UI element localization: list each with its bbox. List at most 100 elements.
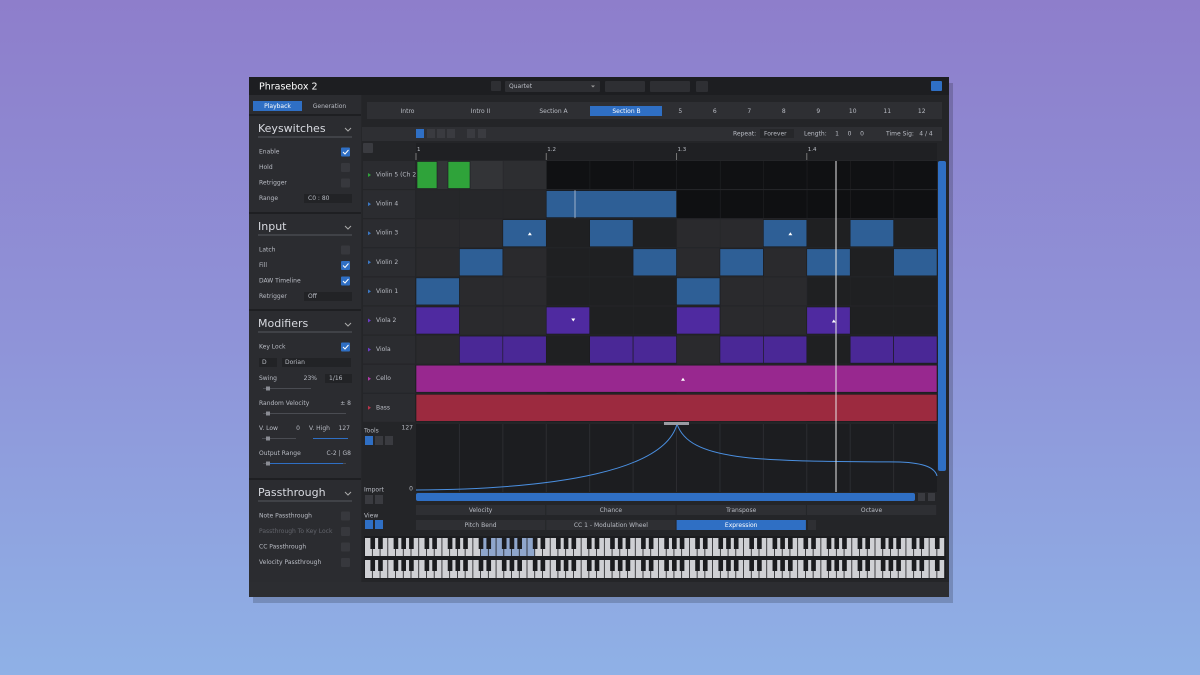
white-key[interactable] [589,560,597,578]
black-key[interactable] [834,560,840,571]
mode-tab[interactable] [253,101,302,111]
white-key[interactable] [767,538,775,556]
black-key[interactable] [532,538,538,549]
slider-thumb[interactable] [266,386,270,391]
white-key[interactable] [883,538,891,556]
checkbox[interactable] [341,261,350,270]
note[interactable] [545,306,590,335]
slider-thumb[interactable] [266,461,270,466]
white-key[interactable] [844,538,852,556]
note[interactable] [763,219,808,247]
white-key[interactable] [821,560,829,578]
black-key[interactable] [772,538,778,549]
black-key[interactable] [826,560,832,571]
white-key[interactable] [759,538,767,556]
white-key[interactable] [527,560,535,578]
white-key[interactable] [581,560,589,578]
white-key[interactable] [550,560,558,578]
black-key[interactable] [842,538,847,549]
track-arrow[interactable] [368,231,371,236]
black-key[interactable] [919,560,925,571]
black-key[interactable] [757,538,762,549]
black-key[interactable] [934,560,940,571]
white-key[interactable] [782,538,790,556]
white-key[interactable] [535,538,543,556]
note[interactable] [589,219,634,247]
note[interactable] [415,364,938,393]
white-key[interactable] [720,560,728,578]
white-key[interactable] [674,560,682,578]
black-key[interactable] [509,538,515,549]
note[interactable] [719,248,764,277]
white-key[interactable] [434,538,442,556]
black-key[interactable] [571,538,577,549]
note[interactable] [415,393,938,422]
white-key[interactable] [426,538,434,556]
white-key[interactable] [813,560,821,578]
black-key[interactable] [424,538,430,549]
white-key[interactable] [511,560,519,578]
black-key[interactable] [625,538,631,549]
black-key[interactable] [610,538,615,549]
white-key[interactable] [875,538,883,556]
add-track-button[interactable] [363,143,373,153]
black-key[interactable] [672,560,677,571]
white-key[interactable] [573,560,581,578]
white-key[interactable] [566,560,573,578]
black-key[interactable] [803,560,809,571]
white-key[interactable] [682,560,689,578]
black-key[interactable] [563,560,569,571]
white-key[interactable] [720,538,728,556]
section-tab[interactable] [663,106,697,116]
white-key[interactable] [550,538,558,556]
black-key[interactable] [664,538,669,549]
black-key[interactable] [409,538,414,549]
white-key[interactable] [558,560,566,578]
white-key[interactable] [713,560,720,578]
white-key[interactable] [836,560,844,578]
import-button[interactable] [375,495,383,504]
black-key[interactable] [865,538,870,549]
white-key[interactable] [898,560,906,578]
black-key[interactable] [826,538,832,549]
dropdown[interactable] [259,358,277,367]
white-key[interactable] [496,560,504,578]
white-key[interactable] [620,560,628,578]
white-key[interactable] [380,538,388,556]
automation-tool[interactable] [385,436,393,445]
checkbox[interactable] [341,276,350,286]
black-key[interactable] [911,538,917,549]
black-key[interactable] [702,560,708,571]
white-key[interactable] [937,560,945,578]
lane-tab[interactable] [416,505,546,515]
white-key[interactable] [890,560,898,578]
black-key[interactable] [517,538,522,549]
white-key[interactable] [589,538,597,556]
white-key[interactable] [426,560,434,578]
white-key[interactable] [674,538,682,556]
note[interactable] [849,335,894,364]
black-key[interactable] [842,560,847,571]
black-key[interactable] [424,560,430,571]
white-key[interactable] [805,560,813,578]
white-key[interactable] [604,538,612,556]
white-key[interactable] [419,538,427,556]
black-key[interactable] [888,560,894,571]
white-key[interactable] [767,560,775,578]
white-key[interactable] [867,560,875,578]
white-key[interactable] [821,538,829,556]
tool-brush[interactable] [437,129,445,138]
white-key[interactable] [365,538,372,556]
mode-tab[interactable] [305,101,354,111]
black-key[interactable] [625,560,631,571]
white-key[interactable] [388,538,396,556]
black-key[interactable] [409,560,414,571]
redo[interactable] [478,129,486,138]
white-key[interactable] [736,560,744,578]
white-key[interactable] [388,560,396,578]
checkbox[interactable] [341,527,350,536]
black-key[interactable] [896,538,901,549]
white-key[interactable] [457,538,465,556]
dropdown[interactable] [325,374,352,383]
black-key[interactable] [586,560,592,571]
